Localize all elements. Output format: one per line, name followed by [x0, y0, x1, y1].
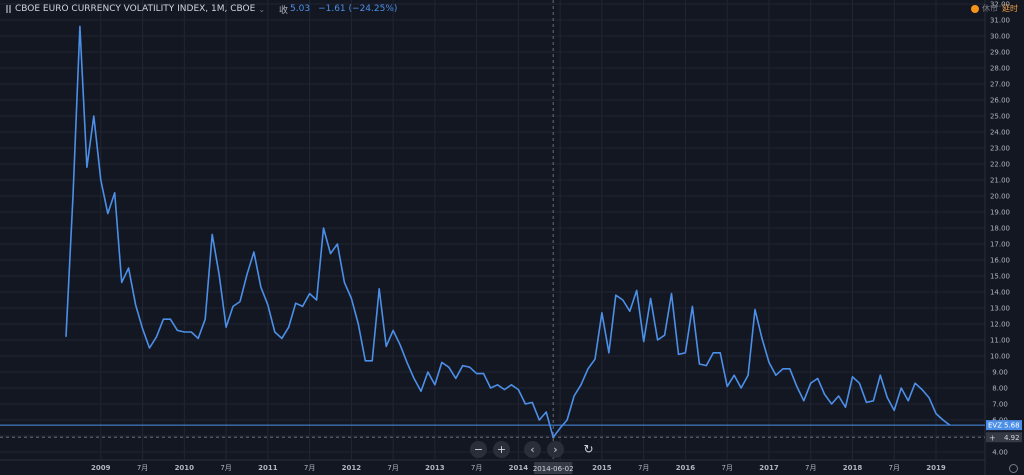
y-tick-label: 11.00	[990, 337, 1010, 345]
x-tick-label: 7月	[638, 464, 649, 472]
y-tick-label: 8.00	[992, 385, 1008, 393]
x-tick-label: 2011	[258, 464, 278, 472]
series-evz	[65, 25, 951, 439]
x-tick-label: 2017	[759, 464, 779, 472]
y-tick-label: 18.00	[990, 225, 1010, 233]
y-tick-label: 12.00	[990, 321, 1010, 329]
scroll-left-button[interactable]: ‹	[524, 441, 541, 458]
symbol-tag-label: EVZ	[988, 422, 1002, 430]
symbol-title[interactable]: CBOE EURO CURRENCY VOLATILITY INDEX, 1M,…	[15, 4, 256, 14]
y-tick-label: 4.00	[992, 449, 1008, 457]
x-tick-label: 2014	[509, 464, 529, 472]
x-tick-label: 7月	[387, 464, 398, 472]
x-tick-label: 2012	[342, 464, 362, 472]
last-price-label: 5.68	[1004, 422, 1020, 430]
close-label: 收	[279, 5, 289, 16]
settings-icon[interactable]	[1009, 464, 1018, 473]
y-tick-label: 30.00	[990, 33, 1010, 41]
zoom-in-button[interactable]: +	[493, 441, 510, 458]
market-status[interactable]: 休市 延时	[971, 3, 1018, 14]
close-value: 5.03	[290, 4, 311, 14]
x-tick-label: 7月	[471, 464, 482, 472]
y-tick-label: 22.00	[990, 161, 1010, 169]
y-tick-label: 19.00	[990, 209, 1010, 217]
y-tick-label: 20.00	[990, 193, 1010, 201]
reset-button[interactable]: ↻	[583, 442, 594, 456]
x-tick-label: 2019	[926, 464, 946, 472]
y-tick-label: 26.00	[990, 97, 1010, 105]
y-tick-label: 14.00	[990, 289, 1010, 297]
x-tick-label: 7月	[889, 464, 900, 472]
y-tick-label: 27.00	[990, 81, 1010, 89]
crosshair-plus-icon: +	[989, 433, 996, 442]
x-tick-label: 2010	[175, 464, 195, 472]
y-tick-label: 25.00	[990, 113, 1010, 121]
chevron-down-icon[interactable]: ⌄	[258, 4, 266, 14]
x-tick-label: 7月	[721, 464, 732, 472]
drag-handle-icon[interactable]	[6, 5, 11, 13]
y-tick-label: 29.00	[990, 49, 1010, 57]
series-line	[65, 25, 951, 439]
x-tick-label: 2013	[425, 464, 445, 472]
chart-header: CBOE EURO CURRENCY VOLATILITY INDEX, 1M,…	[6, 2, 397, 16]
crosshair-date-label: 2014-06-02	[533, 465, 574, 473]
y-axis: 4.005.006.007.008.009.0010.0011.0012.001…	[984, 0, 1010, 475]
x-tick-label: 2018	[843, 464, 863, 472]
y-tick-label: 17.00	[990, 241, 1010, 249]
change-value: −1.61 (−24.25%)	[318, 4, 398, 14]
crosshair-price-tag: + 4.92	[986, 432, 1022, 443]
x-tick-label: 2015	[592, 464, 612, 472]
x-tick-label: 7月	[304, 464, 315, 472]
scroll-right-button[interactable]: ›	[547, 441, 564, 458]
x-tick-label: 2016	[676, 464, 696, 472]
y-tick-label: 9.00	[992, 369, 1008, 377]
x-tick-label: 7月	[805, 464, 816, 472]
plot-area	[0, 0, 985, 460]
y-tick-label: 15.00	[990, 273, 1010, 281]
x-tick-label: 2009	[91, 464, 111, 472]
y-tick-label: 31.00	[990, 17, 1010, 25]
y-tick-label: 24.00	[990, 129, 1010, 137]
delay-label: 延时	[1002, 4, 1018, 13]
clock-icon	[971, 4, 979, 13]
navigation-toolbar: − + ‹ › ↻	[470, 441, 597, 458]
y-tick-label: 28.00	[990, 65, 1010, 73]
crosshair-date-tag: 2014-06-02	[533, 462, 574, 474]
crosshair-price-label: 4.92	[1004, 434, 1020, 442]
x-axis: 2009 7月 2010 7月 2011 7月 2012 7月 2013 7月 2014 7月 2015…	[0, 459, 985, 472]
y-tick-label: 13.00	[990, 305, 1010, 313]
x-tick-label: 7月	[220, 464, 231, 472]
y-tick-label: 32.00	[990, 1, 1010, 9]
y-tick-label: 23.00	[990, 145, 1010, 153]
x-tick-label: 7月	[137, 464, 148, 472]
market-state-label: 休市	[982, 4, 998, 13]
y-tick-label: 7.00	[992, 401, 1008, 409]
zoom-out-button[interactable]: −	[470, 441, 487, 458]
y-tick-label: 16.00	[990, 257, 1010, 265]
y-tick-label: 10.00	[990, 353, 1010, 361]
last-price-tag: EVZ 5.68	[986, 420, 1022, 431]
y-tick-label: 21.00	[990, 177, 1010, 185]
